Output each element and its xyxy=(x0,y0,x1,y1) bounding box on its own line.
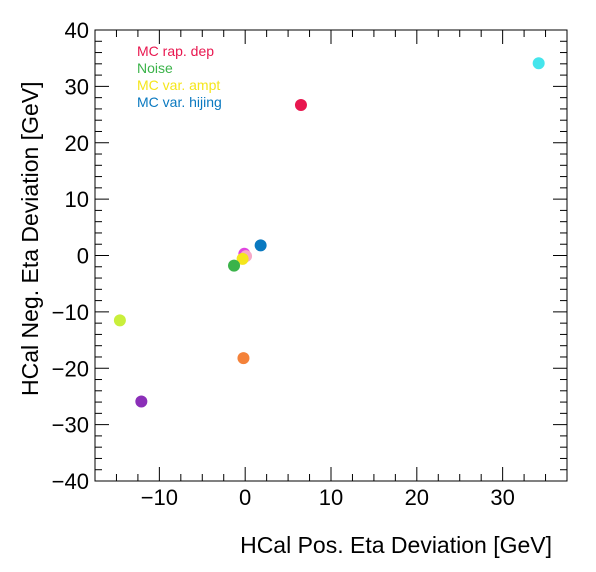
y-tick-label: −10 xyxy=(52,300,89,325)
data-point xyxy=(294,98,307,111)
data-point xyxy=(113,314,126,327)
x-tick-label: 0 xyxy=(239,485,251,510)
data-point xyxy=(532,57,545,70)
y-tick-label: 10 xyxy=(65,187,89,212)
y-tick-label: 0 xyxy=(77,244,89,269)
legend-entry: MC var. ampt xyxy=(137,77,220,93)
y-tick-label: 40 xyxy=(65,18,89,43)
data-point xyxy=(228,259,241,272)
x-tick-label: 30 xyxy=(490,485,514,510)
axis-tick-labels: −10 0 10 20 30 −40 −30 −20 −10 0 10 20 30 40 xyxy=(52,18,515,510)
data-points xyxy=(113,57,545,408)
data-point xyxy=(237,352,250,365)
axis-ticks xyxy=(94,29,568,482)
y-tick-label: −20 xyxy=(52,356,89,381)
x-tick-label: 20 xyxy=(405,485,429,510)
legend-entry: MC rap. dep xyxy=(137,43,214,59)
y-axis-label: HCal Neg. Eta Deviation [GeV] xyxy=(17,82,43,396)
x-tick-label: −10 xyxy=(141,485,178,510)
legend-entry: Noise xyxy=(137,60,173,76)
legend-entry: MC var. hijing xyxy=(137,94,222,110)
x-tick-label: 10 xyxy=(319,485,343,510)
data-point xyxy=(254,239,267,252)
y-tick-label: −30 xyxy=(52,413,89,438)
data-point xyxy=(236,252,249,265)
y-tick-label: −40 xyxy=(52,469,89,494)
y-tick-label: 30 xyxy=(65,74,89,99)
x-axis-label: HCal Pos. Eta Deviation [GeV] xyxy=(240,532,552,558)
data-point xyxy=(135,395,148,408)
y-tick-label: 20 xyxy=(65,131,89,156)
